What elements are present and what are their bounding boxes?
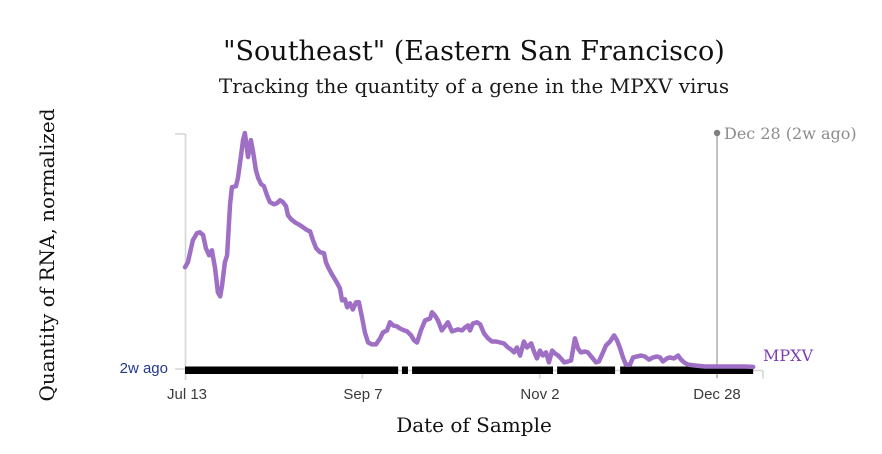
x-axis-title: Date of Sample [396, 413, 552, 437]
latest-date-annotation: Dec 28 (2w ago) [724, 124, 857, 143]
sample-rug-segment-3 [557, 366, 616, 374]
sample-rug-segment-1 [401, 366, 408, 374]
x-tick-label-jul13: Jul 13 [166, 386, 208, 403]
chart-title: "Southeast" (Eastern San Francisco) [223, 36, 725, 67]
chart-subtitle: Tracking the quantity of a gene in the M… [218, 74, 730, 98]
x-tick-label-nov2: Nov 2 [520, 386, 560, 403]
sample-rug-segment-4 [620, 366, 754, 374]
mpxv-line [182, 130, 756, 370]
series-label-mpxv: MPXV [763, 346, 814, 365]
latest-value-axis-label: 2w ago [119, 360, 168, 377]
x-tick-label-dec28: Dec 28 [693, 386, 741, 403]
sample-rug-segment-2 [412, 366, 554, 374]
annotation-dot [713, 129, 721, 137]
x-tick-label-sep7: Sep 7 [343, 386, 383, 403]
sample-rug-segment-0 [185, 366, 399, 374]
